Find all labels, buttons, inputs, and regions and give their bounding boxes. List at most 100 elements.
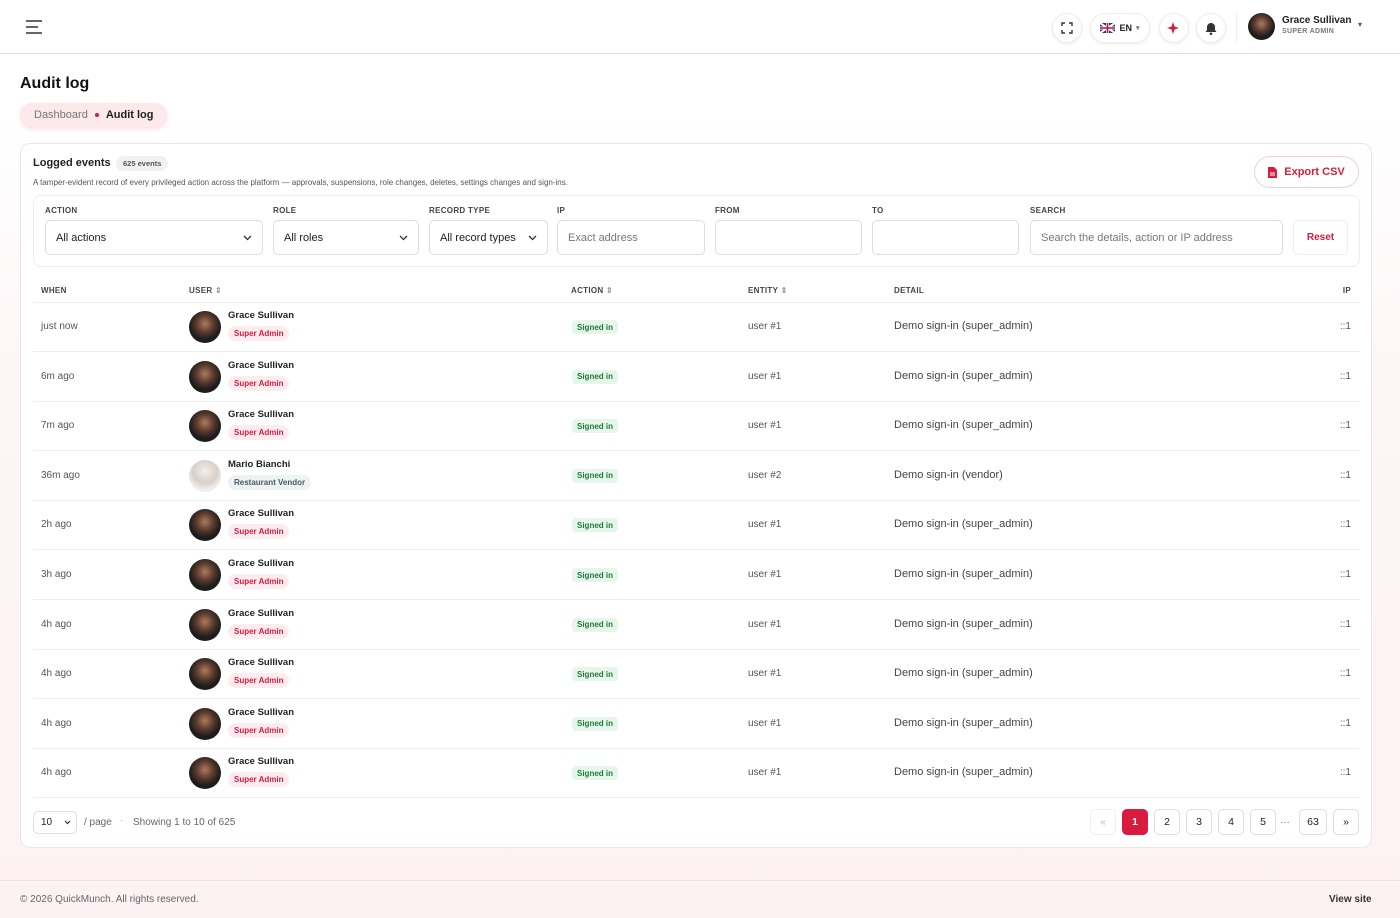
- filter-label: SEARCH: [1030, 206, 1066, 215]
- filter-input[interactable]: [872, 220, 1019, 255]
- filter-label: FROM: [715, 206, 740, 215]
- user-name[interactable]: Grace Sullivan: [228, 657, 295, 669]
- action-badge: Signed in: [572, 468, 618, 483]
- when: just now: [41, 321, 78, 332]
- user-name[interactable]: Mario Bianchi: [228, 458, 291, 470]
- user-name[interactable]: Grace Sullivan: [228, 756, 295, 768]
- user-name[interactable]: Grace Sullivan: [1282, 15, 1352, 26]
- export-csv-button[interactable]: Export CSV: [1254, 156, 1359, 188]
- user-name[interactable]: Grace Sullivan: [228, 310, 295, 321]
- user-name[interactable]: Grace Sullivan: [228, 359, 295, 371]
- filter-value: All actions: [56, 231, 107, 244]
- ip: ::1: [1339, 668, 1351, 680]
- column-header[interactable]: ENTITY ⇕: [748, 286, 788, 295]
- breadcrumb-link[interactable]: Dashboard: [34, 109, 88, 121]
- when: 3h ago: [41, 569, 72, 580]
- ip: ::1: [1339, 370, 1351, 382]
- role-badge: Super Admin: [228, 524, 290, 540]
- filter-value: All roles: [284, 231, 324, 244]
- when: 4h ago: [41, 668, 72, 680]
- role-badge: Super Admin: [228, 772, 290, 788]
- user-name[interactable]: Grace Sullivan: [228, 607, 295, 619]
- user-avatar: [189, 410, 221, 443]
- ai-button[interactable]: [1159, 13, 1189, 43]
- footer: [0, 880, 1400, 918]
- user-name[interactable]: Grace Sullivan: [228, 508, 295, 520]
- ip: ::1: [1339, 767, 1351, 779]
- role-badge: Super Admin: [228, 425, 290, 441]
- page-button[interactable]: 5: [1250, 809, 1276, 835]
- action-badge: Signed in: [572, 419, 618, 434]
- ip: ::1: [1339, 717, 1351, 729]
- view-site-link[interactable]: View site: [1329, 894, 1372, 905]
- user-name[interactable]: Grace Sullivan: [228, 706, 295, 718]
- column-header: DETAIL: [894, 286, 925, 295]
- action-badge: Signed in: [572, 320, 618, 334]
- filter-input[interactable]: Search the details, action or IP address: [1030, 220, 1283, 255]
- filter-input[interactable]: All roles: [273, 220, 419, 255]
- user-name[interactable]: Grace Sullivan: [228, 558, 295, 569]
- filter-placeholder: Search the details, action or IP address: [1041, 231, 1233, 244]
- menu-toggle[interactable]: [26, 20, 42, 34]
- page-button[interactable]: 63: [1299, 809, 1327, 835]
- column-header: IP: [1342, 286, 1351, 295]
- role-badge: Super Admin: [228, 673, 290, 689]
- detail: Demo sign-in (super_admin): [894, 617, 1033, 630]
- ip: ::1: [1339, 420, 1351, 432]
- page-button[interactable]: »: [1333, 809, 1359, 835]
- detail: Demo sign-in (super_admin): [894, 320, 1033, 332]
- detail: Demo sign-in (super_admin): [894, 667, 1033, 680]
- action-badge: Signed in: [572, 617, 618, 632]
- page-button[interactable]: 4: [1218, 809, 1244, 835]
- page-button[interactable]: 1: [1122, 809, 1148, 835]
- filter-input[interactable]: All actions: [45, 220, 263, 255]
- filter-input[interactable]: All record types: [429, 220, 548, 255]
- entity: user #2: [748, 469, 782, 481]
- language-code: EN: [1119, 23, 1132, 33]
- filter-input[interactable]: [715, 220, 862, 255]
- ip: ::1: [1339, 569, 1351, 580]
- filter-input[interactable]: Exact address: [557, 220, 705, 255]
- when: 4h ago: [41, 717, 72, 729]
- user-role: SUPER ADMIN: [1282, 28, 1335, 35]
- per-page-label: / page: [84, 817, 112, 828]
- user-avatar: [189, 360, 221, 393]
- reset-button[interactable]: Reset: [1293, 220, 1348, 255]
- filter-value: All record types: [440, 231, 516, 244]
- filter-label: RECORD TYPE: [429, 206, 491, 215]
- row-divider: [33, 351, 1360, 352]
- role-badge: Super Admin: [228, 326, 290, 341]
- role-badge: Super Admin: [228, 722, 290, 738]
- column-header[interactable]: ACTION ⇕: [571, 286, 614, 295]
- user-name[interactable]: Grace Sullivan: [228, 409, 295, 421]
- top-bar: EN ▾ Grace Sullivan SUPER ADMIN ▾: [0, 0, 1400, 54]
- row-divider: [33, 450, 1360, 452]
- ip: ::1: [1339, 469, 1351, 481]
- user-avatar: [189, 559, 221, 591]
- showing: Showing 1 to 10 of 625: [133, 817, 236, 828]
- when: 7m ago: [41, 420, 75, 432]
- language-selector[interactable]: EN ▾: [1090, 13, 1150, 43]
- notifications-button[interactable]: [1196, 13, 1226, 43]
- user-avatar: [189, 658, 221, 691]
- detail: Demo sign-in (super_admin): [894, 568, 1033, 580]
- per-page-select[interactable]: 10: [33, 811, 77, 834]
- filter-placeholder: Exact address: [568, 231, 638, 244]
- row-divider: [33, 549, 1360, 551]
- fullscreen-button[interactable]: [1052, 13, 1082, 43]
- user-avatar[interactable]: [1248, 13, 1275, 40]
- card-description: A tamper-evident record of every privile…: [33, 178, 568, 187]
- when: 36m ago: [41, 469, 80, 481]
- column-header[interactable]: USER ⇕: [189, 286, 222, 295]
- page-button[interactable]: 2: [1154, 809, 1180, 835]
- role-badge: Super Admin: [228, 623, 290, 639]
- when: 6m ago: [41, 370, 75, 382]
- column-header: WHEN: [41, 286, 67, 295]
- when: 4h ago: [41, 767, 72, 779]
- card-title: Logged events: [33, 157, 111, 169]
- page-ellipsis: …: [1280, 815, 1290, 826]
- role-badge: Super Admin: [228, 574, 290, 589]
- row-divider: [33, 599, 1360, 600]
- page-button[interactable]: 3: [1186, 809, 1212, 835]
